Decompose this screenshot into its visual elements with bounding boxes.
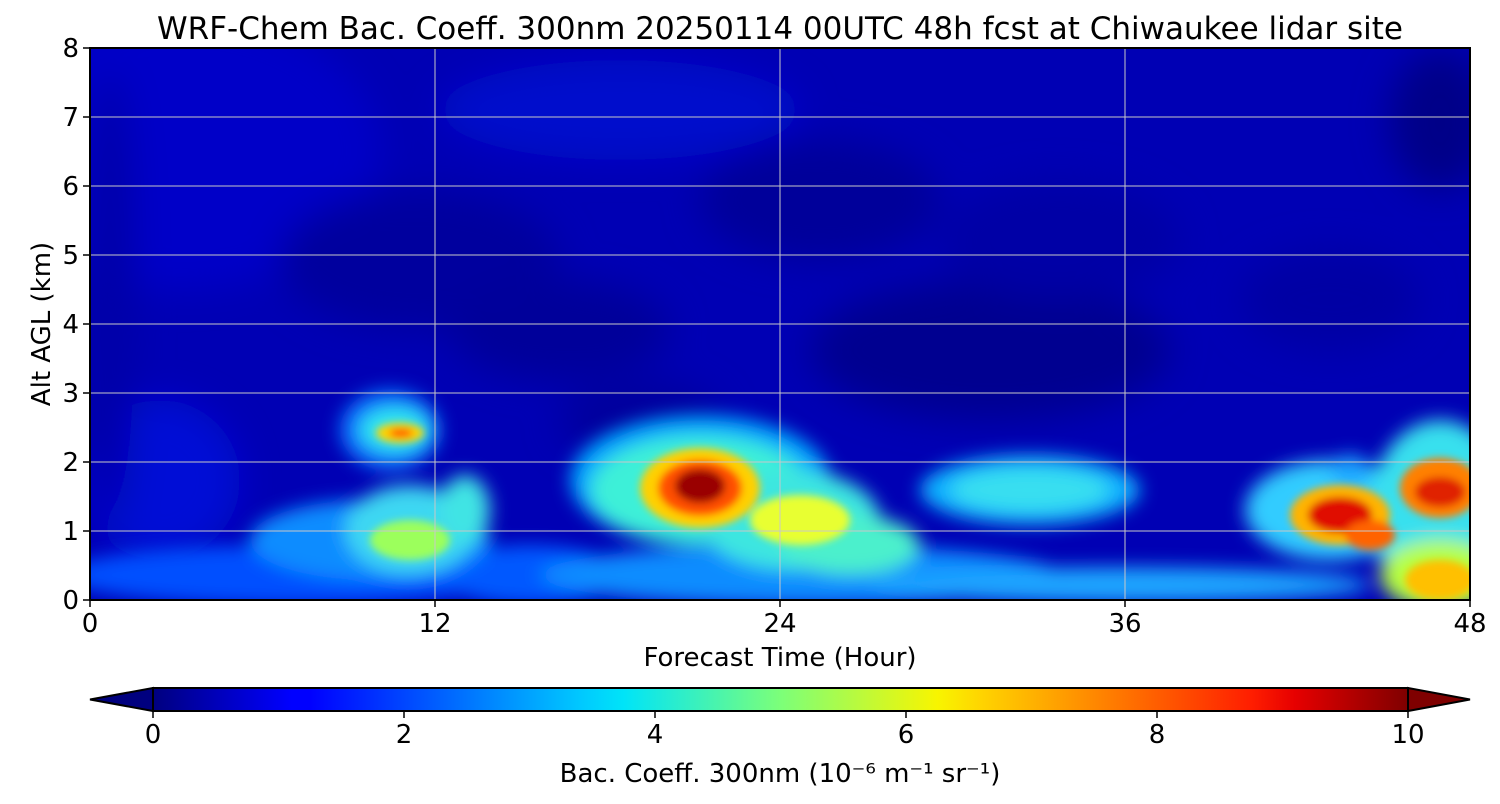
colorbar-extend-max bbox=[1407, 686, 1471, 713]
heatmap-field bbox=[90, 48, 1470, 600]
colorbar-tick-label: 6 bbox=[898, 720, 915, 750]
y-tick-label: 4 bbox=[62, 310, 79, 340]
colorbar-ticks: 0 2 4 6 8 10 bbox=[145, 711, 1425, 750]
x-tick-label: 36 bbox=[1108, 609, 1141, 639]
colorbar-label: Bac. Coeff. 300nm (10⁻⁶ m⁻¹ sr⁻¹) bbox=[560, 759, 1001, 789]
chart-title: WRF-Chem Bac. Coeff. 300nm 20250114 00UT… bbox=[157, 11, 1403, 47]
x-tick-label: 12 bbox=[418, 609, 451, 639]
y-axis: 0 1 2 3 4 5 6 7 8 bbox=[62, 34, 90, 616]
colorbar-gradient bbox=[153, 688, 1408, 711]
y-tick-label: 0 bbox=[62, 586, 79, 616]
y-axis-label: Alt AGL (km) bbox=[27, 242, 57, 406]
colorbar: 0 2 4 6 8 10 Bac. Coeff. 300nm (10⁻⁶ m⁻¹ sr⁻¹… bbox=[89, 686, 1471, 789]
y-tick-label: 2 bbox=[62, 448, 79, 478]
x-tick-label: 0 bbox=[82, 609, 99, 639]
y-tick-label: 5 bbox=[62, 241, 79, 271]
x-axis-label: Forecast Time (Hour) bbox=[643, 643, 916, 673]
colorbar-tick-label: 8 bbox=[1149, 720, 1166, 750]
colorbar-tick-label: 4 bbox=[647, 720, 664, 750]
colorbar-tick-label: 10 bbox=[1391, 720, 1424, 750]
y-tick-label: 6 bbox=[62, 172, 79, 202]
x-tick-label: 24 bbox=[763, 609, 796, 639]
colorbar-tick-label: 2 bbox=[396, 720, 413, 750]
y-tick-label: 7 bbox=[62, 103, 79, 133]
y-tick-label: 8 bbox=[62, 34, 79, 64]
y-tick-label: 1 bbox=[62, 517, 79, 547]
x-axis: 0 12 24 36 48 bbox=[82, 600, 1487, 639]
x-tick-label: 48 bbox=[1453, 609, 1486, 639]
y-tick-label: 3 bbox=[62, 379, 79, 409]
colorbar-extend-min bbox=[89, 686, 154, 713]
colorbar-tick-label: 0 bbox=[145, 720, 162, 750]
